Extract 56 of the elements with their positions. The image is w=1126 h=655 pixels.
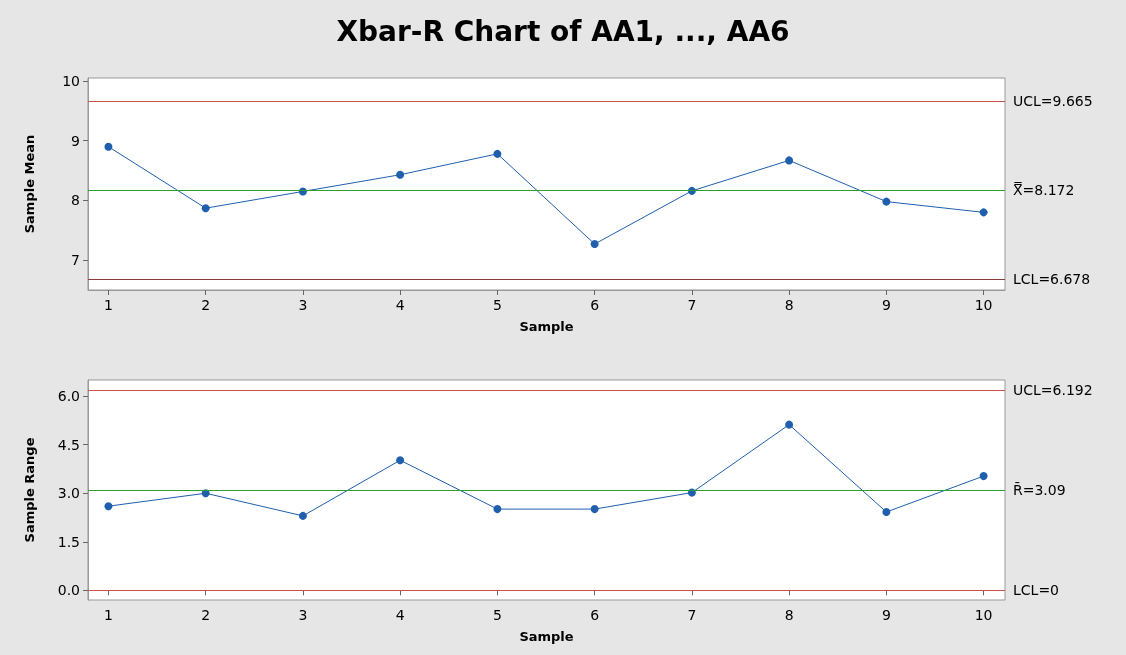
x-tick-label: 5	[492, 607, 502, 623]
y-tick-label: 8	[71, 192, 80, 209]
point	[590, 505, 599, 514]
x-tick-label: 9	[881, 297, 891, 313]
point	[979, 208, 988, 217]
y-tick-label: 10	[62, 72, 80, 89]
x-tick-label: 2	[201, 607, 211, 623]
x-tick-label: 1	[103, 607, 113, 623]
ref-line-label: X̿=8.172	[1013, 181, 1075, 199]
point	[396, 456, 405, 465]
x-tick-label: 6	[590, 297, 600, 313]
point	[882, 197, 891, 206]
x-tick-label: 2	[201, 297, 211, 313]
x-tick-label: 7	[687, 607, 697, 623]
point	[201, 204, 210, 213]
ref-line-label: R̄=3.09	[1013, 481, 1066, 499]
x-tick-label: 7	[687, 297, 697, 313]
x-tick-label: 8	[784, 297, 794, 313]
x-tick-label: 4	[395, 297, 405, 313]
y-tick-label: 0.0	[57, 582, 80, 599]
point	[979, 472, 988, 481]
x-tick-label: 8	[784, 607, 794, 623]
x-tick-label: 3	[298, 607, 308, 623]
y-axis-title: Sample Mean	[22, 134, 37, 234]
x-tick-label: 9	[881, 607, 891, 623]
point	[590, 240, 599, 249]
y-tick-label: 7	[71, 252, 80, 269]
x-tick-label: 5	[492, 297, 502, 313]
y-tick-label: 6.0	[57, 388, 80, 405]
ref-line-label: UCL=9.665	[1013, 93, 1093, 110]
point	[785, 420, 794, 429]
x-tick-label: 4	[395, 607, 405, 623]
x-axis-title: Sample	[519, 629, 574, 644]
chart-title: Xbar-R Chart of AA1, ..., AA6	[336, 14, 790, 48]
ref-line-label: LCL=6.678	[1013, 271, 1091, 288]
ref-line-label: UCL=6.192	[1013, 382, 1093, 399]
point	[785, 156, 794, 165]
point	[104, 502, 113, 511]
point	[298, 511, 307, 520]
ref-line-label: LCL=0	[1013, 582, 1060, 599]
y-tick-label: 3.0	[57, 485, 80, 502]
y-tick-label: 9	[71, 132, 80, 149]
point	[396, 170, 405, 179]
x-tick-label: 10	[974, 297, 993, 313]
x-tick-label: 6	[590, 607, 600, 623]
y-tick-label: 4.5	[57, 436, 80, 453]
point	[104, 142, 113, 151]
x-tick-label: 10	[974, 607, 993, 623]
point	[493, 505, 502, 514]
x-tick-label: 1	[103, 297, 113, 313]
y-axis-title: Sample Range	[22, 437, 37, 543]
x-axis-title: Sample	[519, 319, 574, 334]
x-tick-label: 3	[298, 297, 308, 313]
point	[882, 508, 891, 516]
y-tick-label: 1.5	[57, 533, 80, 550]
point	[493, 149, 502, 158]
